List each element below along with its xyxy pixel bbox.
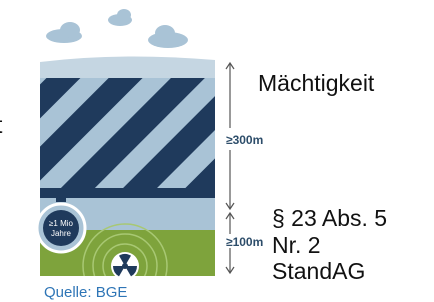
clouds — [46, 9, 188, 48]
law-text: Nr. 2 — [272, 232, 321, 258]
source: Quelle: BGE — [44, 284, 127, 301]
law-text: § 23 Abs. 5 — [272, 205, 387, 231]
heading: Mächtigkeit — [258, 70, 375, 96]
timer-text: Jahre — [51, 229, 72, 238]
law-text: StandAG — [272, 258, 365, 284]
depth-label: ≥100m — [226, 235, 263, 249]
timer-text: ≥1 Mio — [49, 219, 74, 228]
diagram: ≥1 Mio Jahre ≥300m ≥100m Mächtigkeit t §… — [0, 0, 434, 302]
cut-text: t — [0, 112, 3, 138]
depth-label: ≥300m — [226, 133, 263, 147]
